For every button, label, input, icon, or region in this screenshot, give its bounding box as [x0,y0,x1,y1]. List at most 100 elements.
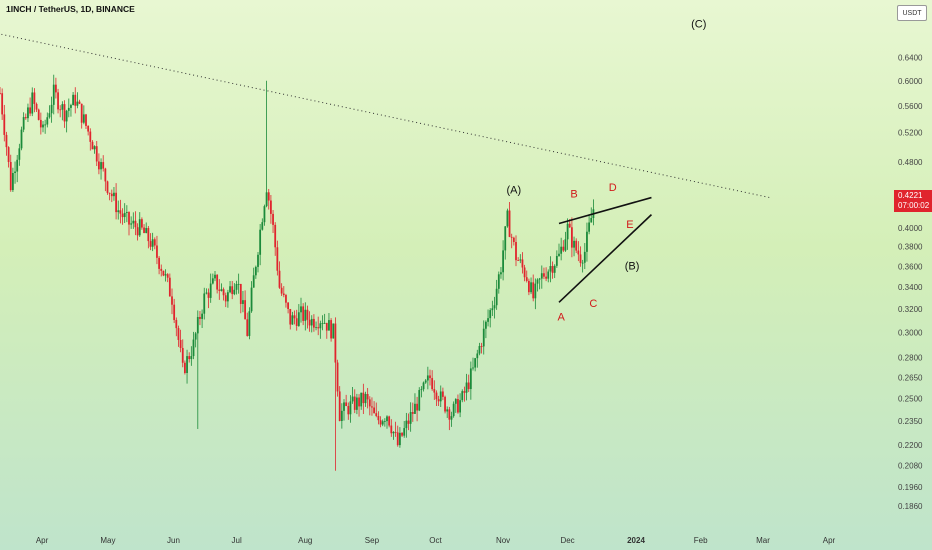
candle-body [93,146,96,150]
candle-body [186,356,188,374]
y-tick-label: 0.2200 [898,441,923,450]
y-tick-label: 0.2500 [898,395,923,404]
candle-body [564,239,567,251]
candle-body [95,146,98,162]
candle-body [184,362,186,374]
candle-body [476,353,479,359]
candle-body [199,317,201,319]
candle-body [502,250,504,273]
candle-body [377,415,380,421]
y-tick-label: 0.2800 [898,354,923,363]
candle-body [409,412,412,424]
candle-body [0,93,1,94]
x-tick-label: Jul [232,536,242,545]
x-tick-label: Nov [496,536,510,545]
candle-body [9,161,12,191]
candle-body [386,416,388,422]
candle-body [411,412,414,414]
candle-body [42,124,44,128]
price-axis[interactable]: 0.64000.60000.56000.52000.48000.44000.40… [898,53,923,511]
descending-trendline[interactable] [0,33,770,199]
candle-body [325,322,328,331]
wedge-lower-line[interactable] [558,214,653,303]
candle-body [91,141,94,150]
candle-body [164,274,167,276]
candle-body [545,276,547,279]
y-tick-label: 0.4000 [898,224,923,233]
candle-body [209,283,212,298]
candle-body [579,254,582,263]
wave-label: A [557,312,565,324]
candle-body [575,240,578,251]
candle-body [450,416,453,420]
candle-body [543,273,545,277]
candle-body [100,162,102,170]
x-tick-label: Apr [36,536,49,545]
candle-body [115,192,117,213]
candle-body [229,286,231,293]
candle-body [201,313,203,319]
candle-body [233,289,236,295]
candle-body [590,217,593,223]
wave-label: D [609,182,617,194]
candle-body [158,257,160,269]
candle-body [254,266,257,276]
candle-body [272,213,274,225]
candle-body [5,134,8,148]
candle-body [373,407,375,414]
candle-body [332,323,335,339]
candle-body [46,117,49,125]
candle-body [433,389,436,393]
candle-body [239,283,242,304]
candle-body [224,295,227,302]
x-tick-label: Mar [756,536,770,545]
candle-body [222,289,225,296]
y-tick-label: 0.2350 [898,417,923,426]
candle-body [125,212,128,213]
candle-body [108,192,111,194]
candle-body [358,397,360,407]
candle-body [321,322,324,324]
candle-body [70,105,72,108]
y-tick-label: 0.4800 [898,158,923,167]
candle-body [495,288,498,306]
candle-body [295,318,298,326]
time-axis[interactable]: Apr May Jun Jul Aug Sep Oct Nov Dec 2024 Feb Mar Apr [36,536,836,545]
candle-body [250,287,253,312]
candle-body [237,283,240,285]
candle-body [437,399,440,402]
candle-body [33,92,36,104]
candle-body [147,228,150,242]
candle-body [162,270,165,276]
candle-body [553,265,556,273]
candle-body [235,284,238,290]
candle-body [128,212,130,225]
candle-body [306,309,309,320]
candle-body [459,400,461,413]
candle-body [48,113,51,118]
wedge-upper-line[interactable] [558,196,652,225]
x-tick-label: Sep [365,536,380,545]
candle-body [78,101,81,104]
candle-body [353,396,356,410]
candle-body [465,382,468,393]
candle-body [304,309,307,321]
candle-body [446,409,449,412]
symbol-header[interactable]: 1INCH / TetherUS, 1D, BINANCE [6,4,135,14]
currency-badge[interactable]: USDT [897,5,927,21]
last-price-tag: 0.4221 07:00:02 [894,190,932,212]
candle-body [442,391,444,397]
x-tick-label: Dec [560,536,574,545]
candle-body [257,254,259,267]
candle-body [244,300,246,320]
candle-body [588,222,590,232]
candle-body [351,396,354,402]
wave-labels: (A) B D E (B) A C (C) [507,18,707,323]
x-tick-label: Apr [823,536,836,545]
candle-body [399,432,401,446]
candle-body [231,286,234,295]
y-tick-label: 0.5600 [898,102,923,111]
candle-body [302,306,305,321]
